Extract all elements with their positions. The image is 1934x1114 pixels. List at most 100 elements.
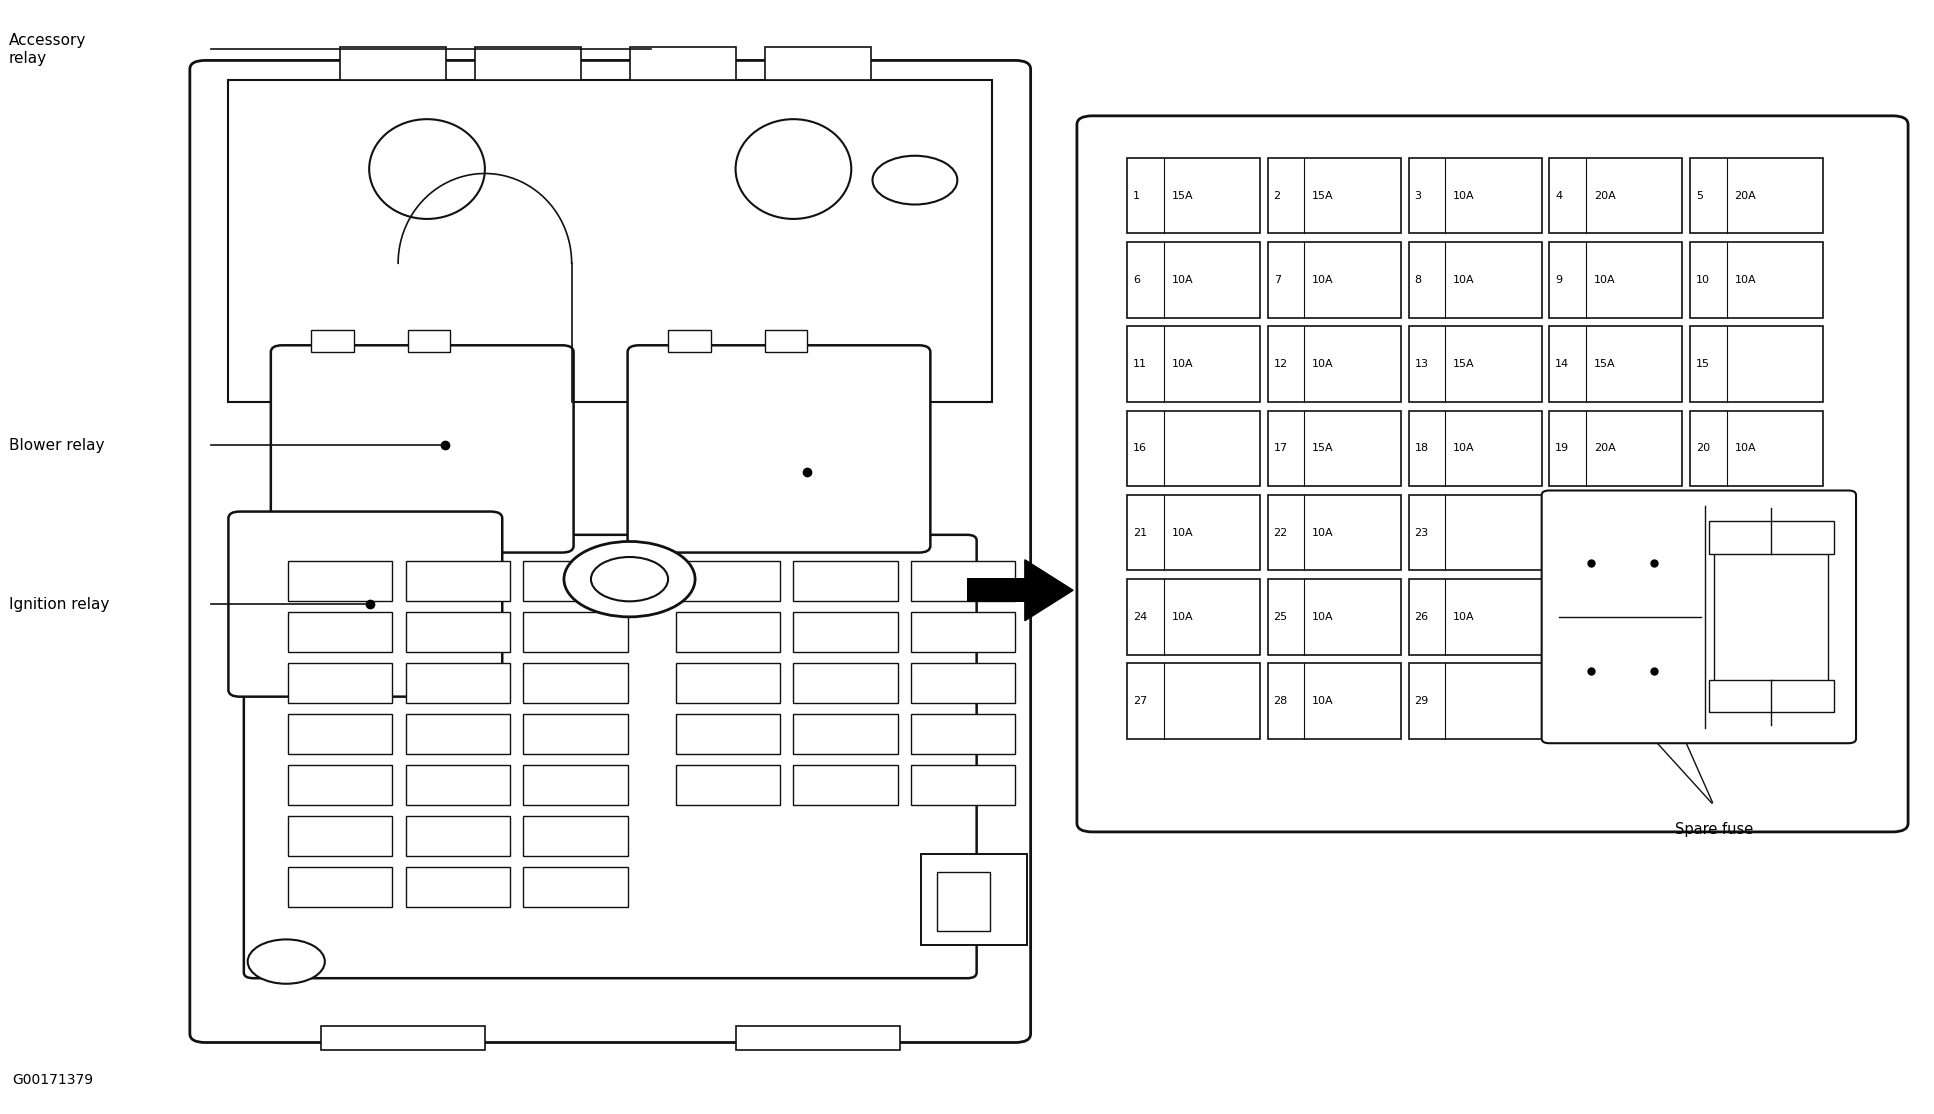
Bar (1408, 411, 1541, 486)
Text: Spare fuse: Spare fuse (1675, 822, 1752, 837)
Text: 2: 2 (1275, 190, 1280, 201)
Text: 10A: 10A (1172, 612, 1193, 622)
Bar (288, 868, 393, 907)
Text: 10A: 10A (1735, 275, 1756, 285)
Text: 10A: 10A (1452, 612, 1474, 622)
Bar (1269, 411, 1400, 486)
Text: 21: 21 (1133, 528, 1147, 538)
Bar (793, 765, 897, 805)
Bar (524, 868, 629, 907)
Bar (1128, 495, 1261, 570)
Bar (1690, 242, 1824, 317)
Text: 7: 7 (1275, 275, 1280, 285)
Polygon shape (1025, 559, 1073, 620)
Bar (288, 664, 393, 703)
Text: 15A: 15A (1311, 443, 1334, 453)
Text: 10A: 10A (1452, 190, 1474, 201)
FancyBboxPatch shape (244, 535, 977, 978)
Bar (524, 817, 629, 857)
Bar (406, 714, 511, 754)
Bar (524, 664, 629, 703)
Bar (1549, 158, 1683, 233)
Text: 10A: 10A (1452, 275, 1474, 285)
Text: 27: 27 (1133, 696, 1147, 706)
Text: 10A: 10A (1594, 275, 1615, 285)
Bar (735, 1026, 899, 1051)
Text: 15A: 15A (1594, 359, 1615, 369)
Text: 20A: 20A (1594, 190, 1615, 201)
Bar (288, 714, 393, 754)
Bar (911, 714, 1015, 754)
Text: 15A: 15A (1311, 190, 1334, 201)
Text: 14: 14 (1555, 359, 1568, 369)
Circle shape (592, 557, 667, 602)
Text: 10A: 10A (1452, 443, 1474, 453)
Bar (1690, 158, 1824, 233)
Text: 11: 11 (1133, 359, 1147, 369)
Text: 10A: 10A (1172, 275, 1193, 285)
Text: 24: 24 (1133, 612, 1147, 622)
Bar (793, 664, 897, 703)
Text: 28: 28 (1275, 696, 1288, 706)
Bar (406, 765, 511, 805)
Bar (675, 765, 779, 805)
Text: 23: 23 (1414, 528, 1429, 538)
Ellipse shape (369, 119, 485, 219)
Bar (1714, 535, 1828, 700)
Bar (406, 664, 511, 703)
Bar (311, 330, 354, 352)
Text: 8: 8 (1414, 275, 1421, 285)
Bar (1269, 326, 1400, 402)
Text: 12: 12 (1275, 359, 1288, 369)
FancyBboxPatch shape (1541, 490, 1857, 743)
Text: 1: 1 (1133, 190, 1139, 201)
Bar (1269, 664, 1400, 739)
Bar (408, 330, 451, 352)
Text: 3: 3 (1414, 190, 1421, 201)
Bar (911, 613, 1015, 653)
Bar (793, 561, 897, 602)
Bar (524, 714, 629, 754)
Text: 10A: 10A (1311, 275, 1334, 285)
Text: G00171379: G00171379 (12, 1073, 93, 1087)
Text: Accessory
relay: Accessory relay (8, 33, 85, 66)
Text: 10A: 10A (1172, 528, 1193, 538)
Bar (1408, 158, 1541, 233)
Bar (936, 872, 990, 931)
Bar (911, 561, 1015, 602)
Bar (921, 854, 1027, 945)
Bar (1408, 242, 1541, 317)
Text: 10A: 10A (1735, 443, 1756, 453)
Bar (1708, 680, 1833, 713)
Bar (911, 664, 1015, 703)
Bar (406, 868, 511, 907)
FancyBboxPatch shape (1077, 116, 1909, 832)
Text: 15A: 15A (1172, 190, 1193, 201)
Bar (1269, 495, 1400, 570)
Bar (228, 80, 992, 402)
FancyBboxPatch shape (629, 345, 930, 553)
Circle shape (248, 939, 325, 984)
Bar (1128, 664, 1261, 739)
Circle shape (565, 541, 694, 617)
Text: 26: 26 (1414, 612, 1429, 622)
Bar (667, 330, 710, 352)
Bar (288, 561, 393, 602)
Bar (288, 613, 393, 653)
Bar (406, 817, 511, 857)
Text: 25: 25 (1275, 612, 1288, 622)
Text: 10A: 10A (1172, 359, 1193, 369)
Text: 9: 9 (1555, 275, 1563, 285)
Bar (1408, 579, 1541, 655)
Circle shape (872, 156, 957, 205)
Bar (1708, 521, 1833, 554)
Text: 5: 5 (1696, 190, 1704, 201)
Text: 20A: 20A (1735, 190, 1756, 201)
Bar (406, 561, 511, 602)
Text: 10: 10 (1696, 275, 1710, 285)
Text: 4: 4 (1555, 190, 1563, 201)
Text: 10A: 10A (1311, 528, 1334, 538)
Bar (1549, 242, 1683, 317)
Text: 29: 29 (1414, 696, 1429, 706)
Bar (675, 561, 779, 602)
